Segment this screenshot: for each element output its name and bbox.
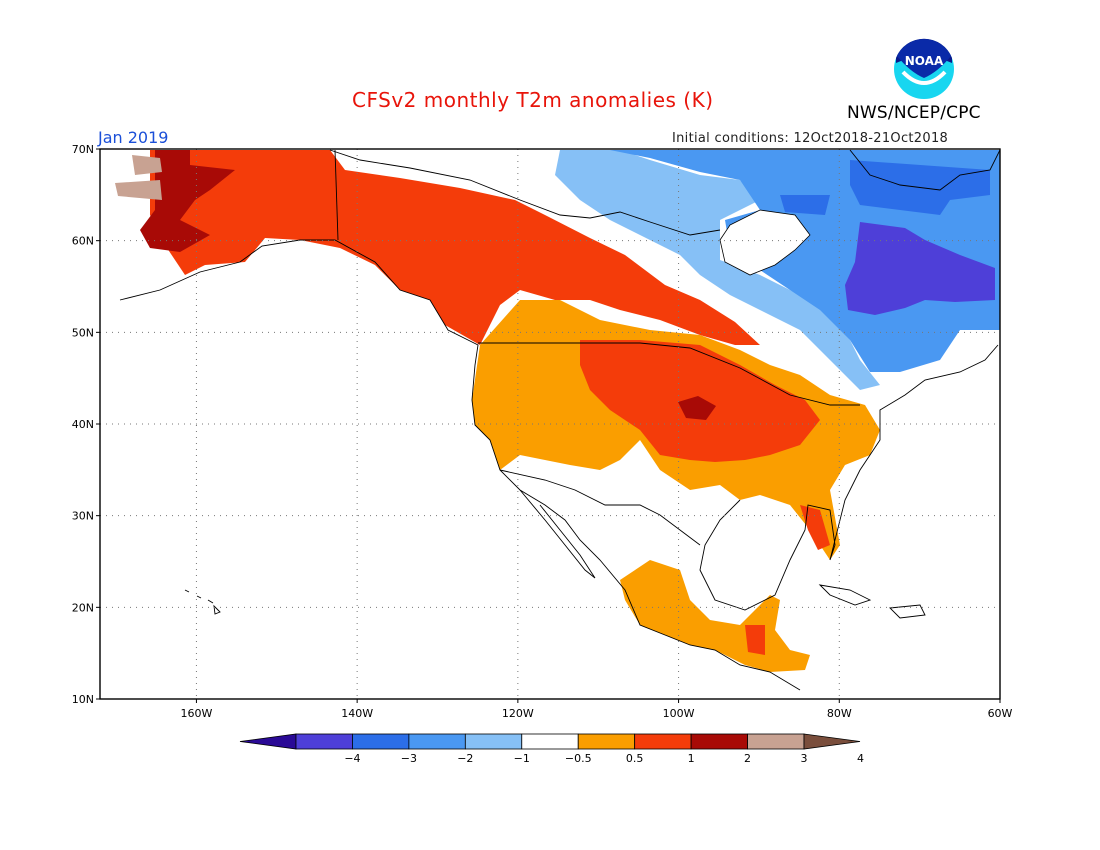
colorbar-swatch bbox=[408, 733, 466, 750]
colorbar: −4 −3 −2 −1 −0.5 0.5 1 2 3 4 bbox=[239, 733, 864, 765]
lon-tick-label: 80W bbox=[827, 707, 852, 720]
anomaly-region bbox=[140, 150, 235, 252]
noaa-logo-icon: NOAA bbox=[894, 38, 954, 99]
greenland-coast bbox=[849, 149, 1000, 191]
anomaly-region bbox=[745, 625, 765, 655]
colorbar-swatch bbox=[577, 733, 636, 750]
anomaly-field bbox=[115, 150, 1000, 672]
agency-label: NWS/NCEP/CPC bbox=[847, 103, 981, 123]
colorbar-label: 0.5 bbox=[626, 752, 644, 765]
map-title: CFSv2 monthly T2m anomalies (K) bbox=[352, 88, 714, 112]
anomaly-region bbox=[555, 150, 880, 390]
colorbar-swatch bbox=[352, 733, 410, 750]
lat-tick-label: 40N bbox=[72, 418, 94, 431]
forecast-period: Jan 2019 bbox=[98, 128, 169, 147]
anomaly-region bbox=[150, 150, 760, 345]
hudson-bay bbox=[719, 209, 811, 276]
initial-conditions: Initial conditions: 12Oct2018-21Oct2018 bbox=[672, 131, 949, 146]
colorbar-low-arrow bbox=[239, 733, 297, 750]
lon-tick-label: 100W bbox=[663, 707, 695, 720]
lat-tick-label: 30N bbox=[72, 510, 94, 523]
lat-tick-label: 20N bbox=[72, 601, 94, 614]
anomaly-region bbox=[620, 560, 810, 672]
colorbar-high-arrow bbox=[803, 733, 861, 750]
us-mexico-border bbox=[499, 469, 701, 546]
colorbar-swatch bbox=[521, 733, 579, 750]
colorbar-label: 3 bbox=[801, 752, 808, 765]
hispaniola bbox=[889, 604, 926, 619]
lon-tick-label: 120W bbox=[502, 707, 534, 720]
anomaly-region bbox=[800, 505, 830, 550]
gulf-coastline bbox=[699, 344, 999, 611]
colorbar-swatch bbox=[690, 733, 748, 750]
lon-tick-label: 140W bbox=[341, 707, 373, 720]
lat-ticks: 10N 20N 30N 40N 50N 60N 70N bbox=[72, 143, 100, 706]
alaska-canada-border bbox=[334, 149, 339, 241]
anomaly-region bbox=[115, 155, 162, 200]
colorbar-swatch bbox=[295, 733, 353, 750]
colorbar-label: 2 bbox=[744, 752, 751, 765]
west-coastline bbox=[119, 239, 801, 691]
colorbar-label: 4 bbox=[857, 752, 864, 765]
anomaly-region bbox=[780, 160, 990, 215]
colorbar-swatch bbox=[634, 733, 692, 750]
baja-california bbox=[519, 489, 596, 579]
colorbar-label: −2 bbox=[457, 752, 473, 765]
colorbar-label: 1 bbox=[688, 752, 695, 765]
anomaly-region bbox=[678, 396, 716, 420]
colorbar-label: −0.5 bbox=[565, 752, 592, 765]
graticule bbox=[100, 149, 1000, 699]
colorbar-swatch bbox=[747, 733, 805, 750]
lat-tick-label: 70N bbox=[72, 143, 94, 156]
colorbar-label: −4 bbox=[344, 752, 360, 765]
colorbar-label: −3 bbox=[401, 752, 417, 765]
colorbar-label: −1 bbox=[514, 752, 530, 765]
lon-ticks: 160W 140W 120W 100W 80W 60W bbox=[180, 699, 1013, 720]
colorbar-swatch bbox=[464, 733, 523, 750]
hawaii-islands bbox=[184, 589, 221, 615]
canada-us-border bbox=[478, 342, 860, 406]
lon-tick-label: 60W bbox=[988, 707, 1013, 720]
lat-tick-label: 50N bbox=[72, 326, 94, 339]
lat-tick-label: 10N bbox=[72, 693, 94, 706]
cuba bbox=[818, 584, 872, 606]
lon-tick-label: 160W bbox=[180, 707, 212, 720]
arctic-coastline bbox=[329, 149, 721, 236]
anomaly-region bbox=[845, 222, 995, 315]
noaa-logo-text: NOAA bbox=[905, 54, 944, 68]
coastlines bbox=[119, 149, 1000, 691]
lat-tick-label: 60N bbox=[72, 235, 94, 248]
